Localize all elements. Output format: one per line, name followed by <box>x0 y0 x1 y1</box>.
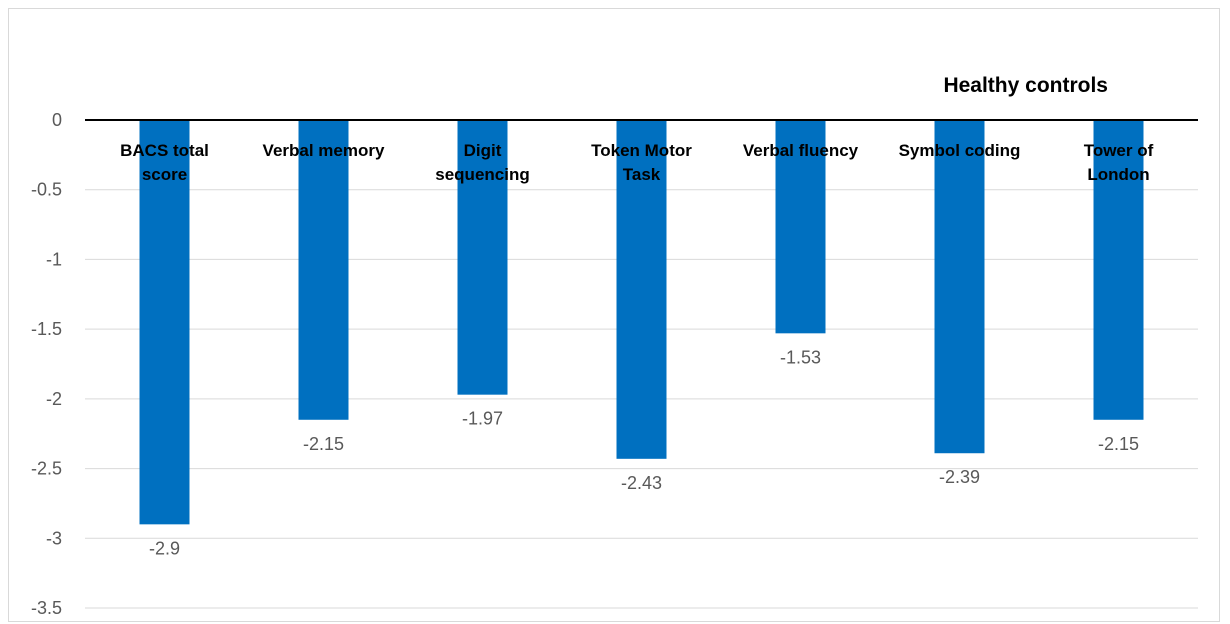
bar <box>298 120 349 420</box>
chart-title: Healthy controls <box>943 74 1108 97</box>
category-label-line: Tower of <box>1084 141 1154 160</box>
category-label-line: Symbol coding <box>899 141 1021 160</box>
bar <box>457 120 508 395</box>
category-label-line: Task <box>623 165 661 184</box>
y-tick-labels: 0 -0.5 -1 -1.5 -2 -2.5 -3 -3.5 <box>31 110 62 618</box>
category-label: Tower of London <box>1084 141 1154 184</box>
category-label-line: BACS total <box>120 141 209 160</box>
category-labels: BACS total score Verbal memory Digit sequenc… <box>120 141 1154 184</box>
data-label: -2.15 <box>303 434 344 454</box>
data-label: -2.9 <box>149 538 180 558</box>
data-labels: -2.9 -2.15 -1.97 -2.43 -1.53 -2.39 -2.15 <box>149 347 1139 558</box>
category-label: Symbol coding <box>899 141 1021 160</box>
category-label-line: Verbal memory <box>263 141 385 160</box>
category-label-line: Verbal fluency <box>743 141 859 160</box>
y-tick-label: -3.5 <box>31 598 62 618</box>
category-label: BACS total score <box>120 141 209 184</box>
y-tick-label: -2 <box>46 389 62 409</box>
gridlines <box>85 189 1198 609</box>
category-label-line: sequencing <box>435 165 529 184</box>
data-label: -2.43 <box>621 473 662 493</box>
data-label: -1.97 <box>462 409 503 429</box>
category-label-line: London <box>1087 165 1149 184</box>
category-label-line: Digit <box>464 141 502 160</box>
category-label: Digit sequencing <box>435 141 529 184</box>
category-label: Verbal fluency <box>743 141 859 160</box>
category-label: Token Motor Task <box>591 141 692 184</box>
data-label: -1.53 <box>780 347 821 367</box>
bar <box>934 120 985 454</box>
data-label: -2.15 <box>1098 434 1139 454</box>
category-label-line: Token Motor <box>591 141 692 160</box>
bar <box>775 120 826 334</box>
chart-frame <box>8 8 1220 622</box>
category-label-line: score <box>142 165 187 184</box>
y-tick-label: -3 <box>46 528 62 548</box>
data-label: -2.39 <box>939 467 980 487</box>
y-tick-label: -1 <box>46 249 62 269</box>
y-tick-label: -1.5 <box>31 319 62 339</box>
y-tick-label: -2.5 <box>31 459 62 479</box>
bars <box>139 120 1144 525</box>
y-tick-label: 0 <box>52 110 62 130</box>
y-tick-label: -0.5 <box>31 180 62 200</box>
bar <box>616 120 667 459</box>
bar <box>1093 120 1144 420</box>
category-label: Verbal memory <box>263 141 385 160</box>
bar <box>139 120 190 525</box>
